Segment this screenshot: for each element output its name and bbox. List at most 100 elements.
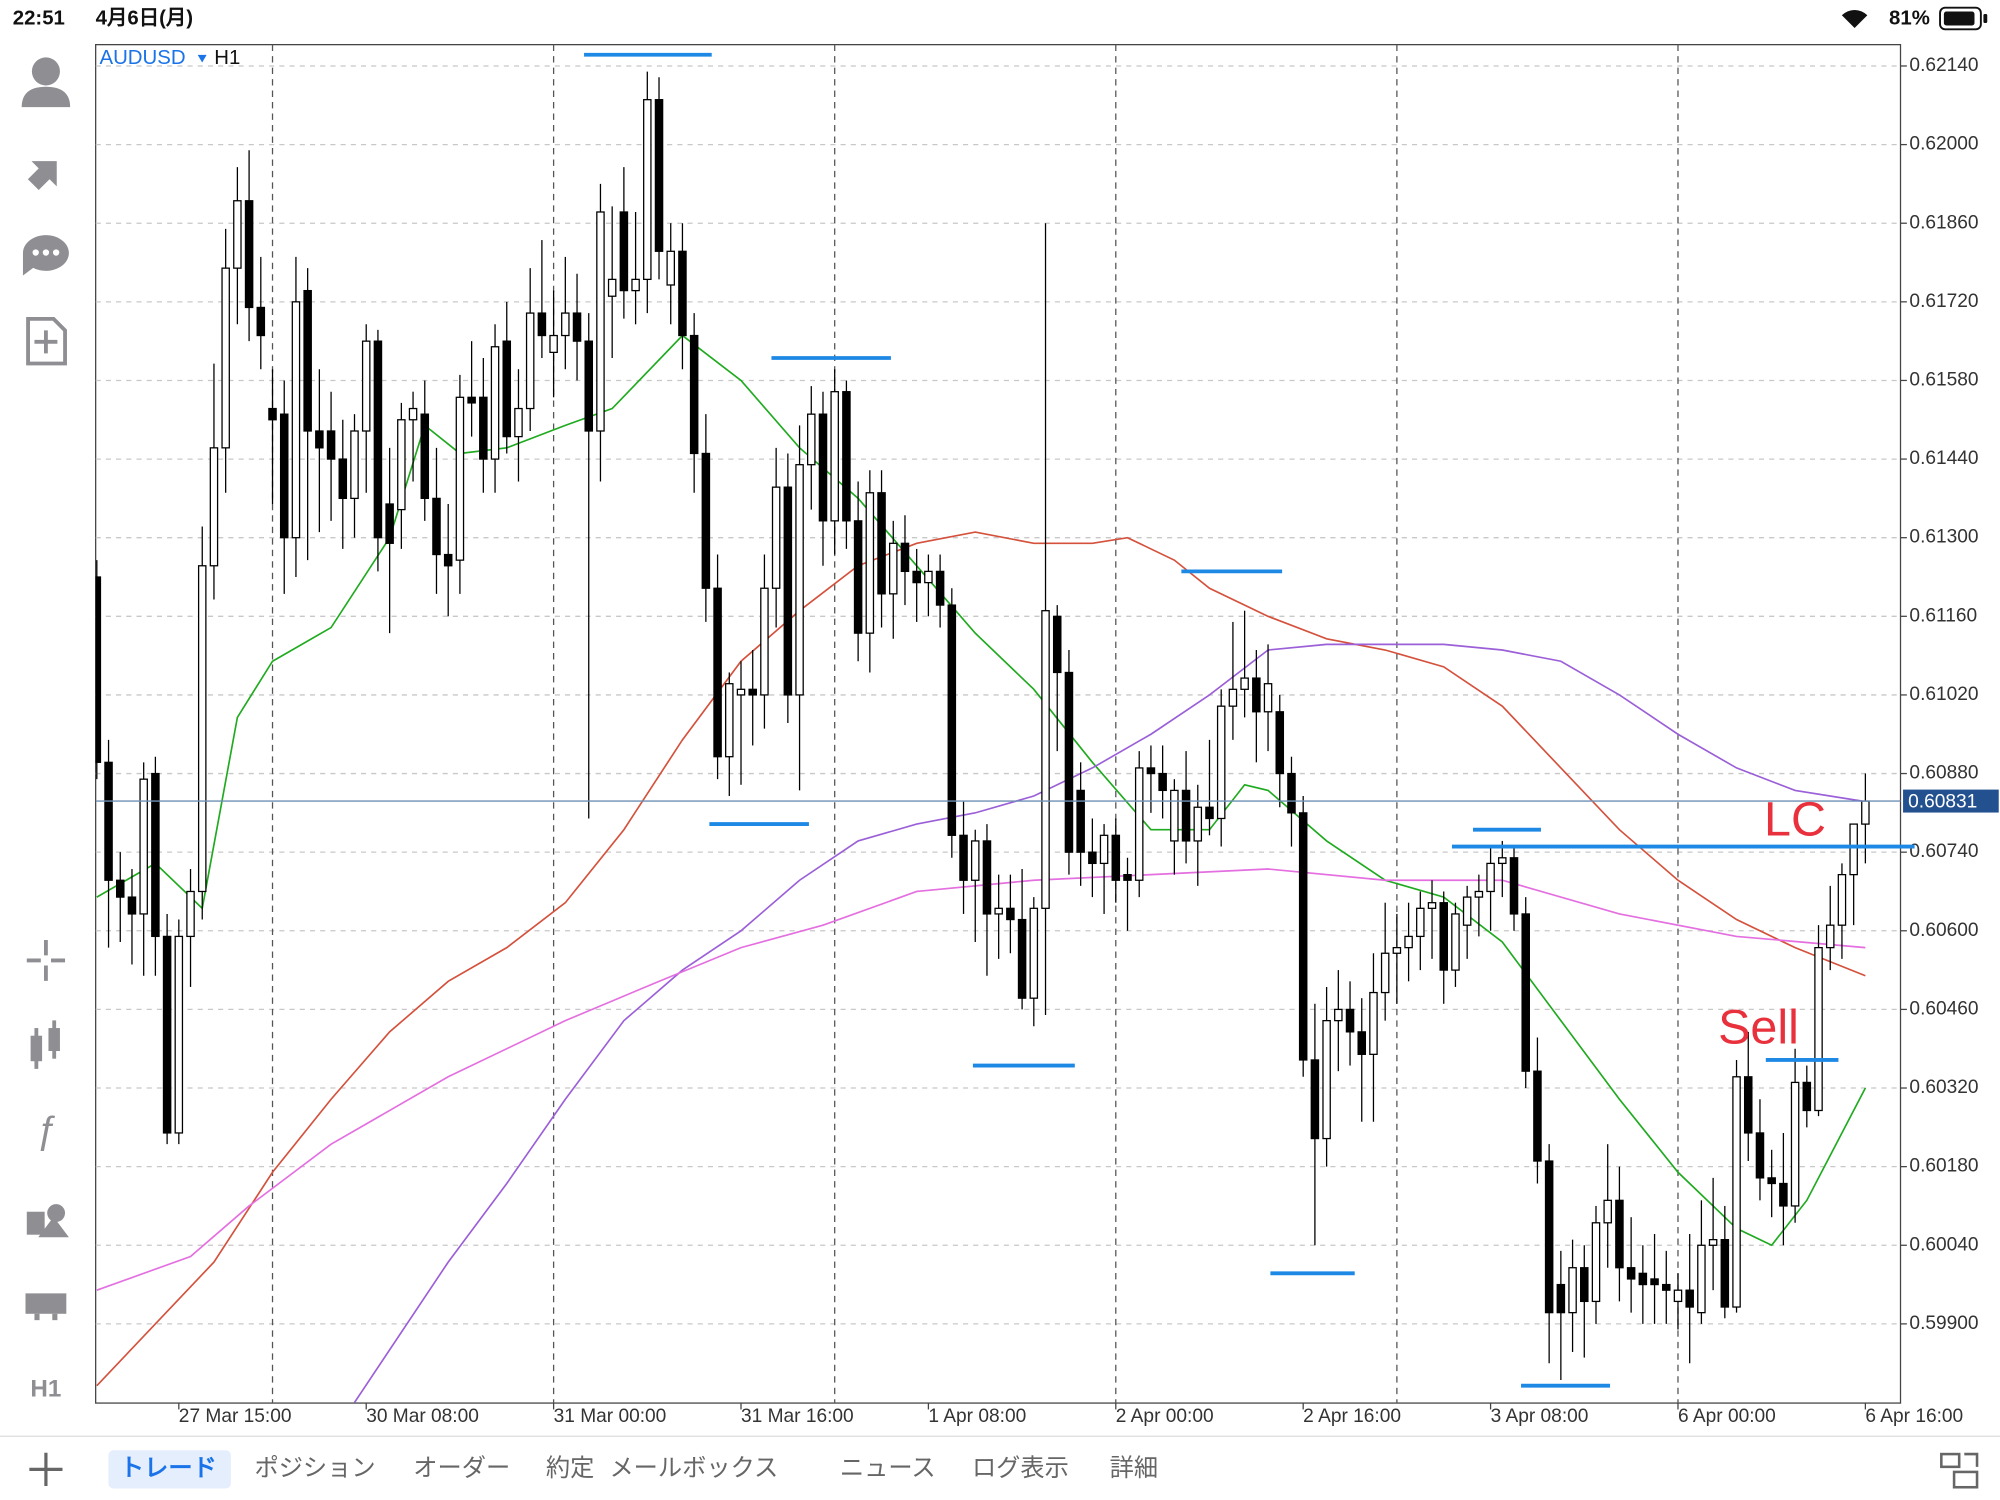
tab[interactable]: メールボックス — [609, 1455, 778, 1482]
candle-body — [291, 301, 301, 539]
symbol-dropdown[interactable] — [197, 54, 207, 63]
candle-body — [1685, 1289, 1694, 1308]
candle-body — [256, 306, 266, 337]
candle-body — [748, 688, 757, 696]
candle-body — [1158, 772, 1167, 792]
candle-body — [561, 312, 570, 337]
candle-body — [1849, 823, 1858, 876]
candle-body — [643, 99, 652, 281]
candle-body — [1720, 1239, 1730, 1308]
battery-icon — [1939, 6, 1988, 31]
x-tick-label: 2 Apr 16:00 — [1303, 1406, 1401, 1427]
active-tab-bg — [108, 1450, 231, 1489]
candle-body — [842, 391, 851, 522]
chart-type-icon[interactable] — [30, 1020, 60, 1069]
sidebar: ƒ H1 — [21, 57, 71, 1403]
y-tick-label: 0.61720 — [1909, 291, 1978, 312]
candle-body — [1732, 1076, 1741, 1308]
candle-body — [443, 553, 453, 567]
y-tick-label: 0.60740 — [1909, 841, 1978, 862]
candle-body — [1263, 683, 1273, 713]
candle-body — [596, 211, 605, 432]
objects-icon[interactable] — [26, 1204, 69, 1238]
y-tick-label: 0.61300 — [1909, 527, 1978, 548]
candle-body — [1006, 907, 1015, 921]
symbol[interactable]: AUDUSD — [99, 47, 185, 69]
y-tick-label: 0.61580 — [1909, 370, 1978, 391]
tab[interactable]: ポジション — [254, 1455, 375, 1482]
candle-body — [1275, 711, 1285, 775]
candle-body — [397, 419, 406, 511]
tab[interactable]: オーダー — [413, 1455, 510, 1482]
candle-body — [1755, 1132, 1765, 1179]
candle-body — [666, 250, 675, 286]
status-battery: 81% — [1889, 8, 1930, 30]
tab[interactable]: 約定 — [546, 1455, 594, 1482]
plot — [95, 44, 1901, 1404]
candle-body — [139, 778, 148, 915]
candle-body — [209, 447, 219, 567]
candle-body — [1228, 688, 1238, 707]
candle-body — [572, 312, 582, 342]
candle-body — [420, 413, 430, 500]
candle-body — [1861, 800, 1870, 825]
candle-body — [1743, 1076, 1753, 1134]
y-tick-label: 0.59900 — [1909, 1313, 1978, 1334]
candle-body — [186, 890, 195, 938]
annotation: LC — [1764, 793, 1826, 847]
candle-body — [104, 761, 113, 881]
candle-body — [1779, 1182, 1788, 1207]
candle-body — [315, 430, 324, 449]
new-order-icon[interactable] — [26, 316, 67, 366]
chat-icon[interactable] — [22, 235, 69, 276]
x-tick-label: 2 Apr 00:00 — [1116, 1406, 1214, 1427]
add-button[interactable] — [29, 1452, 63, 1486]
candle-body — [584, 340, 594, 432]
templates-icon[interactable] — [25, 1293, 67, 1321]
candle-body — [1322, 1019, 1331, 1140]
current-price-label: 0.60831 — [1908, 791, 1977, 812]
candle-body — [1509, 857, 1519, 915]
y-tick-label: 0.62000 — [1909, 134, 1978, 155]
candle-body — [783, 486, 793, 696]
tab[interactable]: 詳細 — [1110, 1455, 1158, 1482]
trade-icon[interactable] — [21, 149, 70, 198]
status-date: 4月6日(月) — [96, 8, 193, 30]
candle-body — [631, 278, 640, 292]
candle-body — [924, 570, 933, 584]
candle-body — [1767, 1177, 1776, 1185]
candle-body — [947, 604, 957, 836]
candle-body — [1298, 812, 1308, 1061]
timeframe-button[interactable]: H1 — [30, 1376, 61, 1403]
candle-body — [1790, 1081, 1800, 1207]
candle-body — [233, 200, 242, 269]
candle-body — [1240, 677, 1249, 690]
candle-body — [479, 396, 488, 460]
candle-body — [1462, 896, 1472, 926]
candle-body — [1357, 1031, 1367, 1055]
tab[interactable]: ニュース — [840, 1455, 936, 1482]
candle-body — [877, 492, 886, 595]
x-tick-label: 6 Apr 00:00 — [1678, 1406, 1776, 1427]
crosshair-icon[interactable] — [26, 940, 66, 981]
candle-body — [455, 396, 465, 561]
candle-body — [95, 576, 102, 763]
annotation: Sell — [1718, 1000, 1799, 1054]
layout-icon[interactable] — [1940, 1452, 1979, 1489]
x-tick-label: 31 Mar 00:00 — [554, 1406, 667, 1427]
candle-body — [244, 200, 254, 309]
tab[interactable]: ログ表示 — [972, 1455, 1069, 1482]
candle-body — [1369, 991, 1378, 1055]
candle-body — [537, 312, 547, 337]
candle-body — [162, 935, 172, 1134]
candle-body — [1193, 806, 1203, 842]
indicators-icon[interactable]: ƒ — [35, 1109, 56, 1153]
candle-body — [1603, 1199, 1612, 1224]
candle-body — [818, 413, 828, 522]
account-icon[interactable] — [21, 57, 71, 108]
tab[interactable]: トレード — [120, 1455, 217, 1482]
candle-body — [385, 503, 394, 544]
candle-body — [1556, 1283, 1566, 1314]
candle-body — [1837, 873, 1847, 926]
candle-body — [326, 430, 336, 460]
